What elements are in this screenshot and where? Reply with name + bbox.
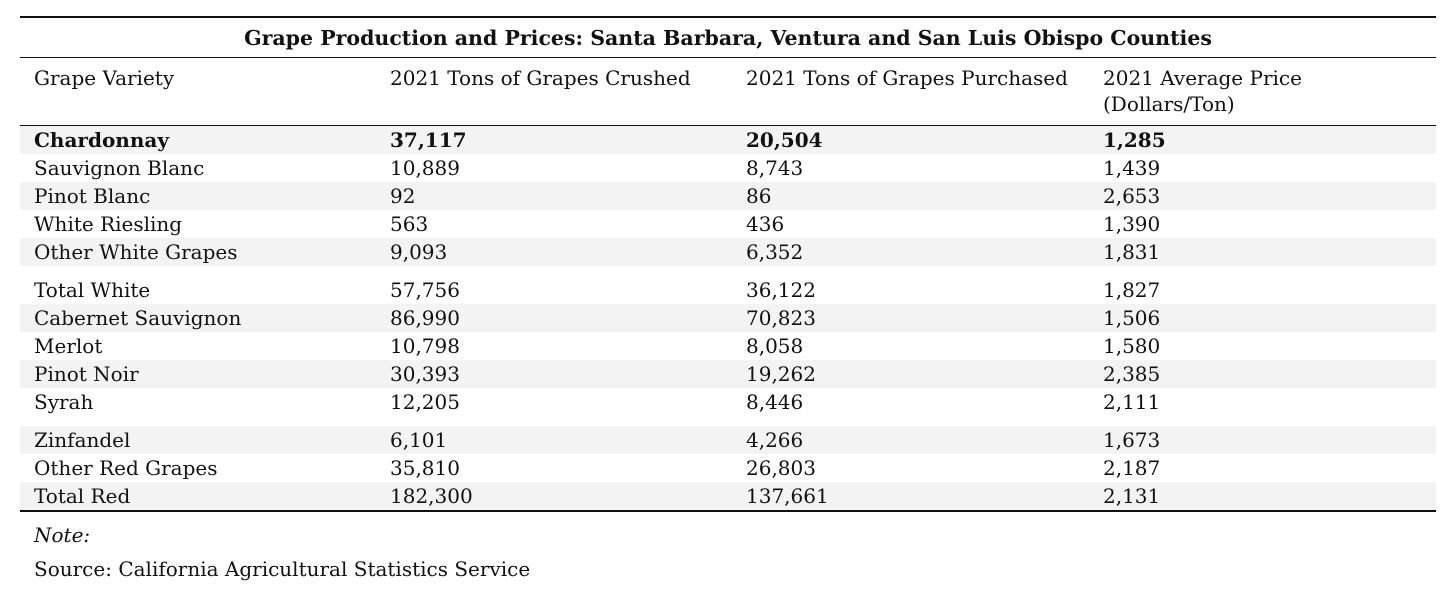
cell-variety: Merlot [34,334,103,358]
cell-purchased: 36,122 [732,266,1089,304]
cell-variety: Pinot Noir [20,360,376,388]
table-row: Chardonnay 37,117 20,504 1,285 [20,125,1437,154]
table-title: Grape Production and Prices: Santa Barba… [20,16,1437,58]
table-row: Pinot Blanc 92 86 2,653 [20,182,1437,210]
table-row: Sauvignon Blanc 10,889 8,743 1,439 [20,154,1436,182]
cell-price: 1,439 [1103,156,1161,180]
table-header-row: Grape Variety 2021 Tons of Grapes Crushe… [20,57,1437,126]
table-notes: Note: Source: California Agricultural St… [34,521,530,583]
cell-crushed: 86,990 [376,304,732,332]
cell-purchased: 19,262 [732,360,1089,388]
cell-price: 2,187 [1103,456,1161,480]
cell-purchased: 8,743 [746,156,804,180]
table-row: Merlot 10,798 8,058 1,580 [20,332,1436,360]
header-tons-purchased: 2021 Tons of Grapes Purchased [732,57,1089,126]
cell-crushed: 6,101 [376,416,732,454]
cell-price: 2,131 [1089,482,1437,512]
table-row: Total Red 182,300 137,661 2,131 [20,482,1437,512]
cell-purchased: 8,058 [746,334,804,358]
cell-price: 1,390 [1103,212,1161,236]
cell-variety: White Riesling [34,212,183,236]
table-row: Syrah 12,205 8,446 2,111 [20,388,1436,421]
cell-purchased: 137,661 [732,482,1089,512]
cell-crushed: 92 [376,182,732,210]
note-label: Note: [34,523,91,547]
table-title-row: Grape Production and Prices: Santa Barba… [20,16,1437,58]
cell-crushed: 57,756 [376,266,732,304]
cell-variety: Sauvignon Blanc [34,156,205,180]
cell-price: 2,111 [1103,390,1161,414]
cell-variety: Pinot Blanc [20,182,376,210]
cell-price: 1,285 [1089,125,1437,154]
cell-purchased: 436 [746,212,785,236]
cell-variety: Zinfandel [20,416,376,454]
cell-price: 1,673 [1089,416,1437,454]
cell-price: 1,580 [1103,334,1161,358]
cell-price: 2,385 [1089,360,1437,388]
cell-variety: Syrah [34,390,94,414]
grape-production-table: Grape Production and Prices: Santa Barba… [20,16,1437,512]
cell-crushed: 12,205 [390,390,460,414]
cell-crushed: 30,393 [376,360,732,388]
cell-purchased: 6,352 [732,238,1089,271]
cell-variety: Cabernet Sauvignon [20,304,376,332]
cell-price: 1,506 [1089,304,1437,332]
table-row: Zinfandel 6,101 4,266 1,673 [20,416,1437,454]
cell-variety: Other Red Grapes [34,456,218,480]
table-row: Other White Grapes 9,093 6,352 1,831 [20,238,1437,271]
cell-crushed: 37,117 [376,125,732,154]
table-row: Cabernet Sauvignon 86,990 70,823 1,506 [20,304,1437,332]
cell-crushed: 182,300 [376,482,732,512]
cell-purchased: 26,803 [746,456,816,480]
table-row: Other Red Grapes 35,810 26,803 2,187 [20,454,1436,482]
cell-variety: Other White Grapes [20,238,376,271]
header-average-price-line1: 2021 Average Price [1103,66,1302,90]
cell-price: 1,827 [1089,266,1437,304]
source-note: Source: California Agricultural Statisti… [34,557,531,581]
table-row: Total White 57,756 36,122 1,827 [20,266,1437,304]
cell-variety: Total Red [20,482,376,512]
cell-crushed: 563 [390,212,429,236]
cell-crushed: 35,810 [390,456,460,480]
cell-crushed: 10,798 [390,334,460,358]
cell-purchased: 86 [732,182,1089,210]
cell-price: 1,831 [1089,238,1437,271]
header-grape-variety: Grape Variety [20,57,376,126]
header-tons-crushed: 2021 Tons of Grapes Crushed [376,57,732,126]
cell-price: 2,653 [1089,182,1437,210]
cell-purchased: 4,266 [732,416,1089,454]
cell-crushed: 10,889 [390,156,460,180]
header-average-price-unit: (Dollars/Ton) [1103,92,1235,116]
cell-variety: Chardonnay [20,125,376,154]
cell-variety: Total White [20,266,376,304]
cell-purchased: 70,823 [732,304,1089,332]
header-average-price: 2021 Average Price (Dollars/Ton) [1089,57,1437,126]
cell-purchased: 20,504 [732,125,1089,154]
cell-purchased: 8,446 [746,390,804,414]
table-body: Chardonnay 37,117 20,504 1,285 Sauvignon… [20,125,1437,512]
table-row: White Riesling 563 436 1,390 [20,210,1436,238]
cell-crushed: 9,093 [376,238,732,271]
table-row: Pinot Noir 30,393 19,262 2,385 [20,360,1437,388]
